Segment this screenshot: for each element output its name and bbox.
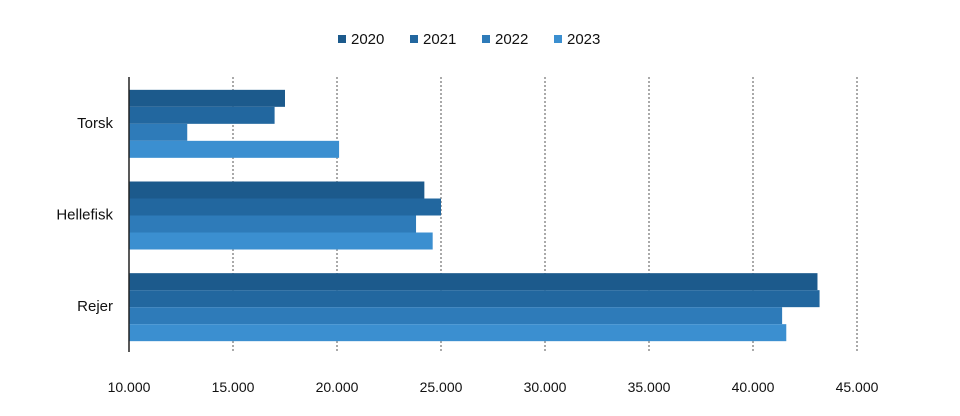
bar-hellefisk-2020 — [129, 181, 425, 199]
bar-torsk-2021 — [129, 106, 275, 124]
category-label: Hellefisk — [56, 207, 113, 224]
legend-swatch-2021 — [410, 35, 418, 43]
category-label: Rejer — [77, 298, 113, 315]
bar-hellefisk-2023 — [129, 232, 433, 250]
bar-rejer-2021 — [129, 290, 820, 308]
bar-torsk-2022 — [129, 123, 188, 141]
bar-hellefisk-2021 — [129, 198, 441, 216]
bar-torsk-2020 — [129, 89, 285, 107]
bar-rejer-2022 — [129, 307, 783, 325]
legend-swatch-2020 — [338, 35, 346, 43]
category-labels: Torsk Hellefisk Rejer — [56, 115, 113, 315]
x-tick-label: 30.000 — [524, 379, 567, 395]
x-tick-label: 45.000 — [836, 379, 879, 395]
bar-torsk-2023 — [129, 140, 340, 158]
x-tick-label: 15.000 — [212, 379, 255, 395]
legend-label-2021: 2021 — [423, 31, 456, 48]
legend: 2020 2021 2022 2023 — [338, 31, 600, 48]
x-tick-label: 25.000 — [420, 379, 463, 395]
x-tick-label: 10.000 — [108, 379, 151, 395]
bar-rejer-2020 — [129, 273, 818, 291]
x-tick-labels: 10.000 15.000 20.000 25.000 30.000 35.000 40.0… — [108, 379, 879, 395]
bars — [129, 89, 820, 342]
bar-rejer-2023 — [129, 324, 787, 342]
x-tick-label: 20.000 — [316, 379, 359, 395]
legend-label-2022: 2022 — [495, 31, 528, 48]
x-tick-label: 40.000 — [732, 379, 775, 395]
category-label: Torsk — [77, 115, 113, 132]
bar-hellefisk-2022 — [129, 215, 417, 233]
legend-swatch-2022 — [482, 35, 490, 43]
x-tick-label: 35.000 — [628, 379, 671, 395]
legend-swatch-2023 — [554, 35, 562, 43]
legend-label-2020: 2020 — [351, 31, 384, 48]
legend-label-2023: 2023 — [567, 31, 600, 48]
